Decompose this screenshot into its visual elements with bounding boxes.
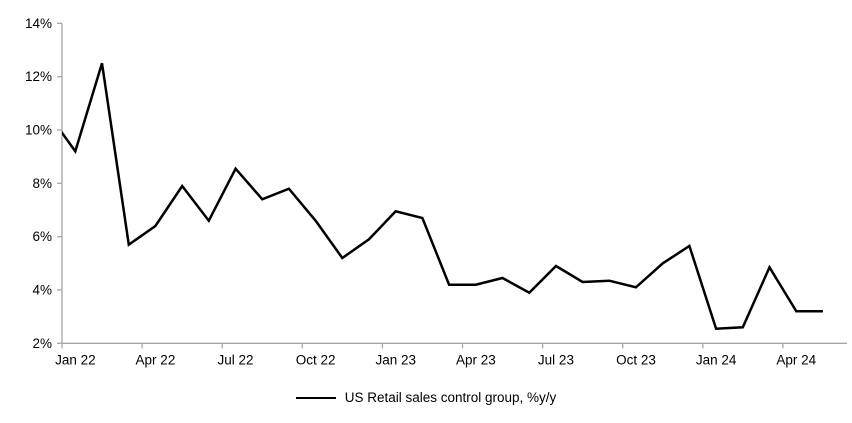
legend-line-sample [295,396,336,399]
y-tick-label: 6% [32,229,52,244]
y-tick-label: 14% [25,16,52,31]
y-tick-label: 12% [25,69,52,84]
y-tick-label: 2% [32,336,52,351]
x-tick-label: Oct 23 [616,352,656,367]
x-tick-label: Apr 24 [776,352,816,367]
y-tick-label: 8% [32,176,52,191]
x-tick-label: Jan 22 [55,352,96,367]
y-tick-label: 10% [25,122,52,137]
legend: US Retail sales control group, %y/y [0,390,852,405]
data-line-us-retail-control [62,62,823,330]
y-tick-label: 4% [32,282,52,297]
x-tick-label: Jan 24 [696,352,737,367]
x-tick-label: Jul 23 [538,352,574,367]
legend-label: US Retail sales control group, %y/y [344,390,557,405]
x-tick-label: Jan 23 [375,352,416,367]
x-tick-label: Apr 22 [136,352,176,367]
x-tick-label: Apr 23 [456,352,496,367]
x-tick-label: Jul 22 [218,352,254,367]
x-tick-label: Oct 22 [296,352,336,367]
